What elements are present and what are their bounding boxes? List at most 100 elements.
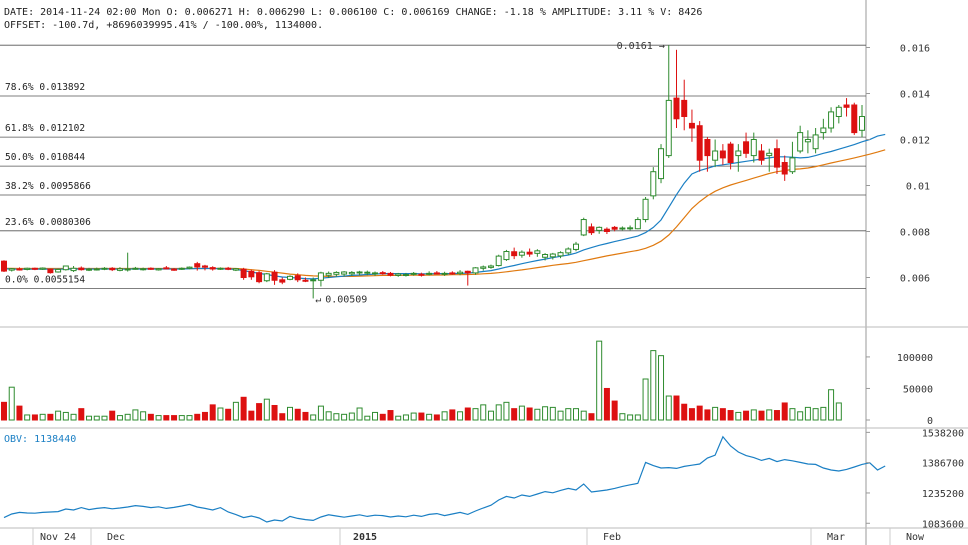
- candle-body: [433, 272, 440, 275]
- candle-body: [851, 104, 858, 134]
- volume-bar: [542, 406, 549, 421]
- volume-bar: [797, 411, 804, 421]
- volume-bar: [341, 413, 348, 421]
- volume-bar: [743, 410, 750, 421]
- candle: [596, 226, 603, 234]
- fib-label: 23.6% 0.0080306: [5, 217, 91, 228]
- volume-bar: [39, 413, 46, 421]
- candle-body: [201, 265, 208, 268]
- volume-bar: [201, 411, 208, 421]
- date-label: Feb: [603, 532, 621, 543]
- candle: [804, 130, 811, 154]
- volume-bar: [549, 406, 556, 421]
- candle: [658, 144, 665, 184]
- candle: [240, 267, 247, 280]
- candle-body: [279, 279, 286, 283]
- high-arrow: →: [659, 41, 665, 52]
- volume-bar: [109, 410, 116, 421]
- volume-bar: [534, 408, 541, 421]
- candle: [109, 267, 116, 272]
- candle-body: [24, 267, 31, 270]
- volume-bar: [232, 401, 239, 421]
- candle-body: [781, 162, 788, 175]
- candle: [372, 271, 379, 276]
- candle-body: [542, 254, 549, 258]
- obv-tick-label: 1083600: [922, 519, 964, 530]
- candle-body: [387, 272, 394, 276]
- date-label: Mar: [827, 532, 845, 543]
- candle: [449, 271, 456, 275]
- candle-body: [688, 122, 695, 129]
- candle: [248, 269, 255, 280]
- volume-bar: [372, 411, 379, 421]
- candle: [588, 223, 595, 235]
- candle: [62, 265, 69, 271]
- candle-body: [828, 111, 835, 129]
- axis-labels: → 0.0161 ↵ 0.00509 0.016 0.014 0.012 0.01 0.008 0…: [32, 41, 964, 545]
- candle-body: [302, 279, 309, 282]
- candle-body: [588, 226, 595, 234]
- candle-body: [317, 272, 324, 281]
- candle-body: [225, 267, 232, 270]
- candle-body: [140, 268, 147, 271]
- volume-bar: [596, 340, 603, 421]
- candle: [201, 264, 208, 271]
- obv-tick-label: 1538200: [922, 428, 964, 439]
- price-tick-label: 0.008: [900, 228, 930, 239]
- candle-body: [534, 250, 541, 254]
- volume-bar: [681, 403, 688, 421]
- volume-bar: [503, 401, 510, 421]
- candle-body: [186, 266, 193, 269]
- candle: [487, 264, 494, 269]
- candle-body: [495, 255, 502, 267]
- candle: [256, 271, 263, 284]
- candle: [843, 98, 850, 117]
- volume-bar: [766, 409, 773, 421]
- volume-bar: [658, 355, 665, 421]
- candle: [364, 270, 371, 276]
- volume-bar: [379, 413, 386, 421]
- volume-bar: [147, 413, 154, 421]
- volume-bar: [31, 414, 38, 421]
- volume-bar: [557, 410, 564, 421]
- volume-bar: [287, 406, 293, 421]
- volume-bar: [402, 414, 409, 421]
- candle: [217, 267, 224, 270]
- volume-bar: [348, 412, 355, 421]
- candle-body: [209, 267, 216, 270]
- candle: [171, 268, 178, 271]
- candle-body: [573, 243, 579, 250]
- candle: [673, 49, 680, 128]
- candle: [727, 141, 734, 170]
- fib-label: 78.6% 0.013892: [5, 82, 85, 93]
- candle-body: [681, 99, 688, 118]
- candle-body: [750, 139, 757, 157]
- volume-bar: [364, 415, 371, 421]
- volume-bar: [518, 405, 525, 421]
- candle: [851, 102, 858, 135]
- candle: [410, 271, 417, 276]
- volume-bar: [78, 408, 85, 421]
- candle: [665, 45, 672, 158]
- candle-body: [356, 271, 363, 274]
- volume-bar: [155, 415, 162, 421]
- candle: [773, 139, 780, 174]
- candle: [812, 128, 819, 154]
- candle: [16, 267, 23, 271]
- volume-bar: [526, 407, 533, 421]
- date-label: 2015: [353, 532, 377, 543]
- candle: [31, 267, 38, 271]
- volume-bar: [325, 411, 332, 421]
- candle: [124, 252, 131, 272]
- candle-body: [256, 272, 263, 283]
- header-ohlc-line: DATE: 2014-11-24 02:00 Mon O: 0.006271 H…: [4, 7, 702, 18]
- candle: [518, 250, 525, 258]
- volume-bar: [828, 389, 835, 421]
- candle-body: [426, 272, 433, 275]
- volume-bar: [673, 395, 680, 421]
- date-label: Nov 24: [40, 532, 76, 543]
- candle: [209, 266, 216, 271]
- volume-bar: [820, 406, 827, 421]
- volume-bar: [163, 415, 170, 421]
